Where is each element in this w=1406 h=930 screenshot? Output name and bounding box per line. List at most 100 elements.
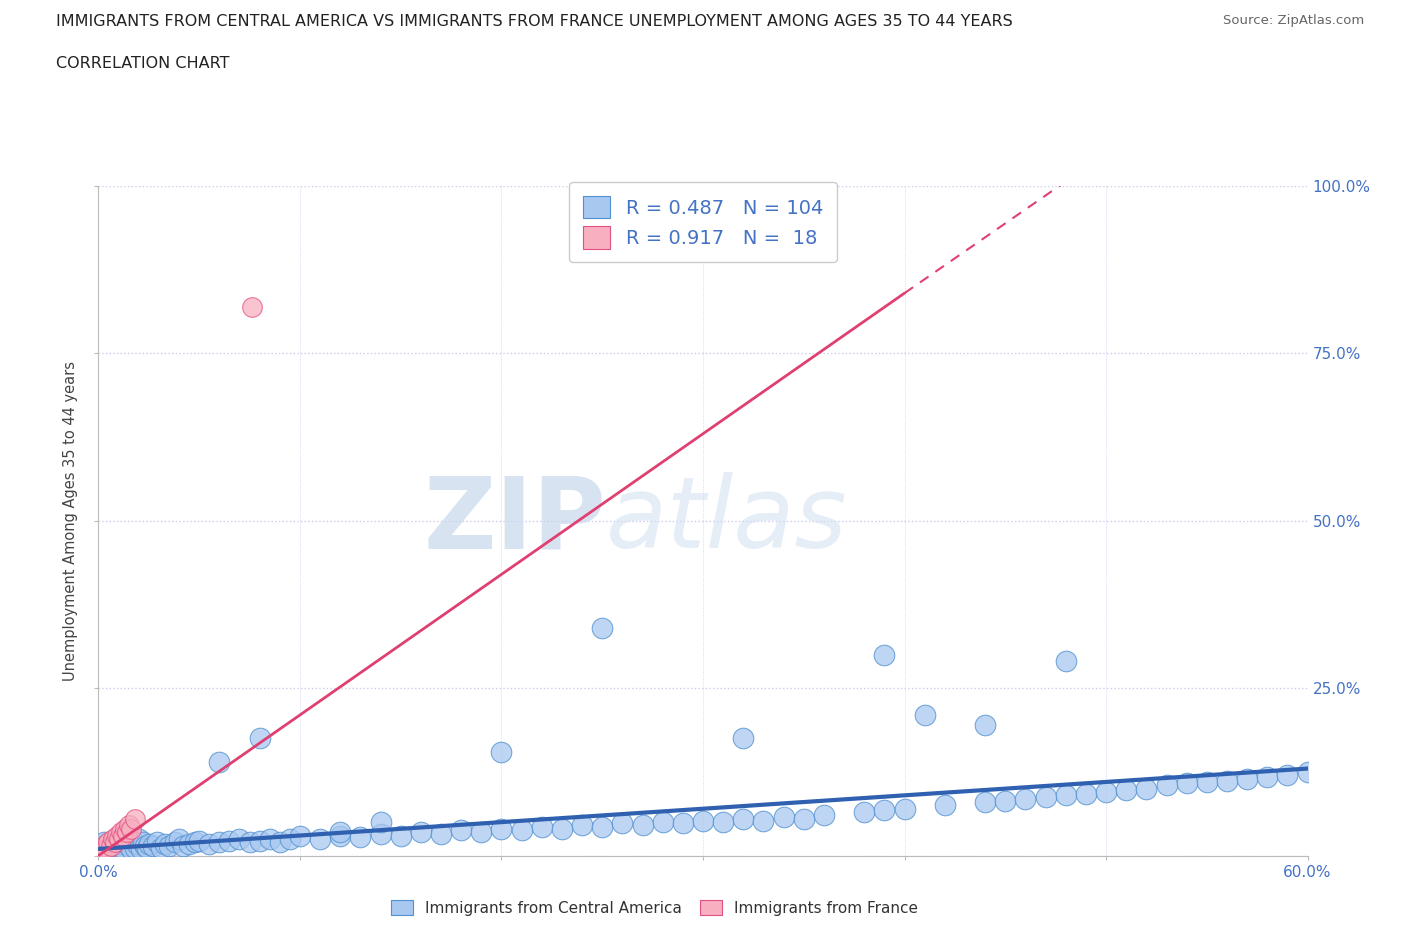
Point [107,831,129,846]
Point [100,838,122,853]
Point [672,816,695,830]
Point [218,833,240,848]
Point [129,842,152,857]
Point [115,835,138,850]
Point [1195,775,1218,790]
Point [249,833,271,848]
Text: atlas: atlas [606,472,848,569]
Point [91,842,114,857]
Point [208,754,231,769]
Point [409,825,432,840]
Point [134,838,156,853]
Point [163,835,186,850]
Point [491,821,513,836]
Point [591,820,613,835]
Point [239,835,262,850]
Point [551,821,574,836]
Point [114,843,136,857]
Point [120,842,142,857]
Point [101,833,124,848]
Point [188,833,211,848]
Point [125,836,148,851]
Point [873,647,896,662]
Point [329,828,352,843]
Point [100,843,122,857]
Point [172,838,194,853]
Point [228,831,250,846]
Point [1277,768,1299,783]
Point [450,823,472,838]
Point [184,835,207,850]
Point [914,708,936,723]
Point [93,838,115,853]
Point [349,830,371,844]
Point [124,840,146,855]
Point [470,825,492,840]
Y-axis label: Unemployment Among Ages 35 to 44 years: Unemployment Among Ages 35 to 44 years [63,361,79,681]
Point [974,794,997,809]
Point [96,840,118,855]
Point [240,299,263,314]
Point [510,823,533,838]
Point [110,840,132,855]
Point [135,840,157,855]
Point [111,836,134,851]
Point [93,835,115,850]
Text: ZIP: ZIP [423,472,606,569]
Point [138,836,160,851]
Point [89,838,111,853]
Point [101,831,124,846]
Point [1296,764,1319,779]
Point [1074,787,1097,802]
Point [124,811,146,826]
Point [249,731,271,746]
Point [309,831,332,846]
Legend: Immigrants from Central America, Immigrants from France: Immigrants from Central America, Immigra… [385,894,924,922]
Point [1014,791,1036,806]
Point [893,802,915,817]
Point [430,827,453,842]
Point [1216,773,1239,788]
Point [157,838,180,853]
Point [128,831,150,846]
Point [1256,769,1278,784]
Point [118,838,141,853]
Point [1054,788,1077,803]
Point [370,815,392,830]
Point [733,811,755,826]
Point [259,831,281,846]
Point [1236,771,1258,786]
Point [89,842,111,857]
Point [752,814,775,829]
Point [1095,785,1118,800]
Point [491,744,513,759]
Point [591,620,613,635]
Point [103,835,125,850]
Point [1035,790,1057,804]
Point [612,816,634,830]
Point [974,718,997,733]
Point [370,827,392,842]
Point [530,820,553,835]
Point [793,811,815,826]
Point [167,831,190,846]
Point [208,835,231,850]
Point [142,838,165,853]
Point [120,821,142,836]
Point [288,828,311,843]
Point [198,836,221,851]
Point [111,828,134,843]
Point [110,825,132,840]
Point [97,836,120,851]
Point [934,798,956,813]
Point [651,815,673,830]
Point [179,836,201,851]
Point [105,828,128,843]
Text: IMMIGRANTS FROM CENTRAL AMERICA VS IMMIGRANTS FROM FRANCE UNEMPLOYMENT AMONG AGE: IMMIGRANTS FROM CENTRAL AMERICA VS IMMIG… [56,14,1012,29]
Point [269,835,291,850]
Point [149,840,172,855]
Point [97,835,120,850]
Point [329,825,352,840]
Point [105,842,128,857]
Text: CORRELATION CHART: CORRELATION CHART [56,56,229,71]
